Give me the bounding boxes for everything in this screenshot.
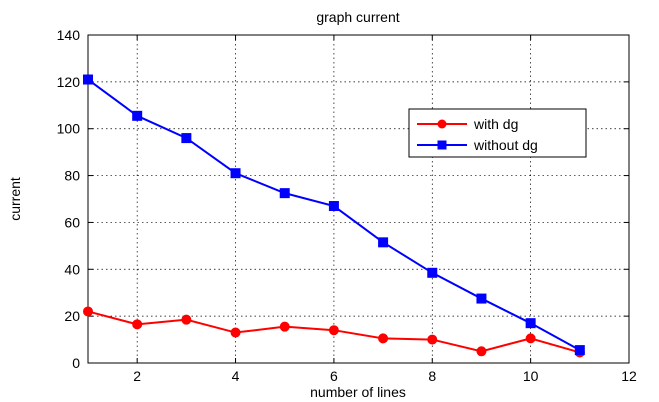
data-point — [132, 110, 143, 121]
legend-item: without dg — [417, 137, 538, 153]
x-tick-label: 2 — [133, 368, 141, 384]
x-tick-label: 8 — [428, 368, 436, 384]
data-point — [476, 346, 487, 357]
data-point — [378, 333, 389, 344]
x-tick-label: 6 — [330, 368, 338, 384]
data-point — [525, 333, 536, 344]
chart-title: graph current — [316, 9, 399, 25]
data-point — [181, 133, 192, 144]
plot-area-frame — [87, 34, 630, 364]
legend-marker — [437, 140, 447, 150]
legend-label: with dg — [473, 116, 518, 132]
data-point — [279, 188, 290, 199]
y-tick-label: 0 — [72, 355, 80, 371]
data-point — [427, 267, 438, 278]
data-point — [230, 168, 241, 179]
series-group — [83, 74, 585, 358]
data-point — [525, 318, 536, 329]
x-tick-label: 12 — [621, 368, 637, 384]
grid — [88, 35, 629, 363]
data-point — [83, 74, 93, 85]
data-point — [574, 345, 585, 356]
data-point — [476, 293, 487, 304]
data-point — [279, 321, 290, 332]
y-tick-label: 120 — [57, 74, 81, 90]
y-axis-title: current — [7, 177, 23, 221]
data-point — [378, 237, 389, 248]
y-tick-label: 100 — [57, 121, 81, 137]
data-point — [132, 319, 143, 330]
y-tick-label: 60 — [64, 214, 80, 230]
series-without-dg — [83, 74, 585, 356]
data-point — [230, 327, 241, 338]
legend: with dg without dg — [408, 108, 587, 158]
legend-marker — [437, 119, 447, 129]
y-tick-label: 20 — [64, 308, 80, 324]
y-tick-label: 40 — [64, 261, 80, 277]
x-axis-title: number of lines — [310, 384, 406, 400]
x-tick-label: 10 — [523, 368, 539, 384]
data-point — [427, 334, 438, 345]
legend-label: without dg — [473, 137, 538, 153]
data-point — [328, 325, 339, 336]
data-point — [83, 306, 93, 317]
x-tick-label: 4 — [232, 368, 240, 384]
data-point — [181, 314, 192, 325]
legend-item: with dg — [417, 116, 518, 132]
y-tick-label: 80 — [64, 168, 80, 184]
data-point — [328, 201, 339, 212]
y-tick-label: 140 — [57, 27, 81, 43]
